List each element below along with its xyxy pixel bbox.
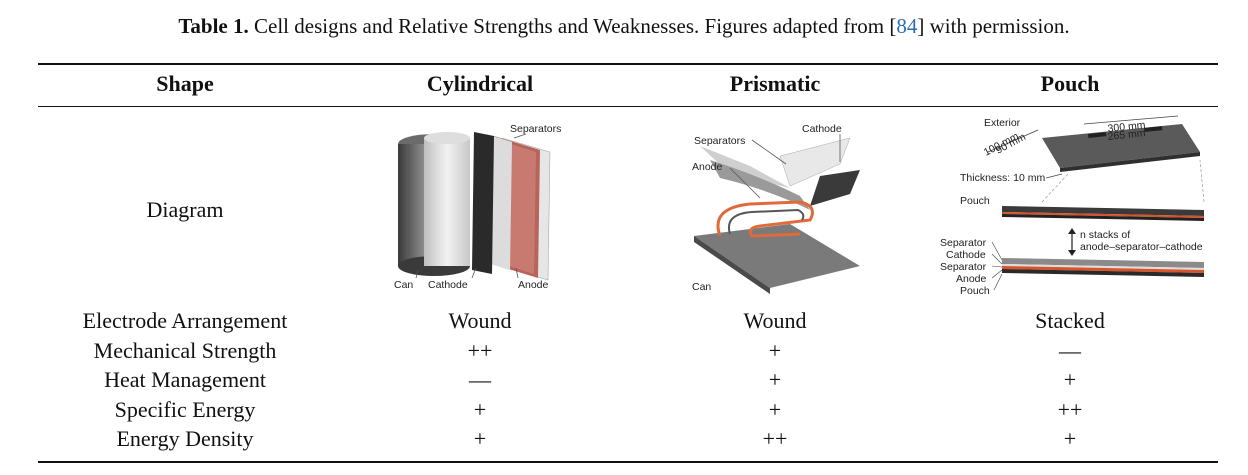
cell-pouch-specific-energy: ++ xyxy=(1057,397,1083,422)
label-separator-2: Separator xyxy=(940,261,987,273)
cell-cylindrical-electrode-arrangement: Wound xyxy=(448,308,512,333)
label-anode-separator-cathode: anode–separator–cathode xyxy=(1080,241,1203,253)
label-separator-1: Separator xyxy=(940,237,987,249)
stack-bottom xyxy=(1002,258,1204,268)
label-anode: Anode xyxy=(518,279,549,291)
can-body xyxy=(694,224,860,288)
label-separators: Separators xyxy=(694,135,745,147)
cylindrical-cell-diagram: Separators Can Cathode Anode xyxy=(394,123,561,291)
cell-pouch-heat-management: + xyxy=(1063,367,1077,392)
wound-fold xyxy=(716,200,814,238)
cell-cylindrical-heat-management: — xyxy=(469,367,491,392)
can-side xyxy=(694,236,770,294)
label-pouch-top: Pouch xyxy=(960,195,990,207)
cell-prismatic-specific-energy: + xyxy=(768,397,782,422)
cell-prismatic-heat-management: + xyxy=(768,367,782,392)
label-separators: Separators xyxy=(510,123,561,135)
row-label-energy-density: Energy Density xyxy=(116,426,254,451)
table-header-rule xyxy=(38,106,1218,107)
label-can: Can xyxy=(394,279,413,291)
wound-fold-inner xyxy=(728,208,805,235)
label-pouch-bottom: Pouch xyxy=(960,285,990,297)
header-shape: Shape xyxy=(156,71,214,96)
cathode-sheet xyxy=(472,132,494,274)
header-prismatic: Prismatic xyxy=(729,71,821,96)
table-caption: Table 1. Cell designs and Relative Stren… xyxy=(0,14,1248,39)
label-anode: Anode xyxy=(692,161,723,173)
row-label-diagram: Diagram xyxy=(146,197,224,222)
exterior-pouch xyxy=(1042,124,1200,168)
cell-cylindrical-energy-density: + xyxy=(473,426,487,451)
header-cylindrical: Cylindrical xyxy=(426,71,534,96)
tab-right xyxy=(1144,126,1163,132)
row-label-specific-energy: Specific Energy xyxy=(114,397,256,422)
header-pouch: Pouch xyxy=(1040,71,1100,96)
inner-roll xyxy=(424,138,470,266)
stack-top xyxy=(1002,206,1204,216)
label-cathode: Cathode xyxy=(802,123,842,135)
label-exterior: Exterior xyxy=(984,117,1021,129)
pouch-cell-diagram: Exterior 300 mm 265 mm 100 mm 90 mm Thic… xyxy=(940,115,1205,297)
row-label-heat-management: Heat Management xyxy=(104,367,266,392)
caption-reference-link[interactable]: 84 xyxy=(896,14,918,38)
table-top-rule xyxy=(38,63,1218,65)
label-n-stacks: n stacks of xyxy=(1080,229,1130,241)
caption-label: Table 1. xyxy=(178,14,249,38)
cell-prismatic-electrode-arrangement: Wound xyxy=(743,308,807,333)
sheet-layer-3 xyxy=(779,137,851,187)
cell-prismatic-mechanical-strength: + xyxy=(768,338,782,363)
prismatic-cell-diagram: Separators Cathode Anode Can xyxy=(692,123,860,294)
label-cathode: Cathode xyxy=(946,249,986,261)
cell-prismatic-energy-density: ++ xyxy=(762,426,788,451)
label-thickness: Thickness: 10 mm xyxy=(960,172,1045,184)
label-anode: Anode xyxy=(956,273,987,285)
row-label-mechanical-strength: Mechanical Strength xyxy=(93,338,277,363)
sheet-top-left xyxy=(700,146,790,188)
label-300mm: 300 mm xyxy=(1107,119,1146,135)
cell-pouch-mechanical-strength: — xyxy=(1059,338,1081,363)
label-cathode: Cathode xyxy=(428,279,468,291)
label-can: Can xyxy=(692,281,711,293)
cell-pouch-electrode-arrangement: Stacked xyxy=(1035,308,1105,333)
cell-cylindrical-mechanical-strength: ++ xyxy=(467,338,493,363)
sheet-layer-2 xyxy=(810,170,860,206)
tab-left xyxy=(1088,132,1107,138)
cell-cylindrical-specific-energy: + xyxy=(473,397,487,422)
inner-roll-top xyxy=(424,132,470,144)
row-label-electrode-arrangement: Electrode Arrangement xyxy=(82,308,288,333)
caption-text-end: ] with permission. xyxy=(917,14,1070,38)
cell-pouch-energy-density: + xyxy=(1063,426,1077,451)
caption-text: Cell designs and Relative Strengths and … xyxy=(248,14,897,38)
label-265mm: 265 mm xyxy=(1107,127,1146,143)
table-bottom-rule xyxy=(38,461,1218,463)
